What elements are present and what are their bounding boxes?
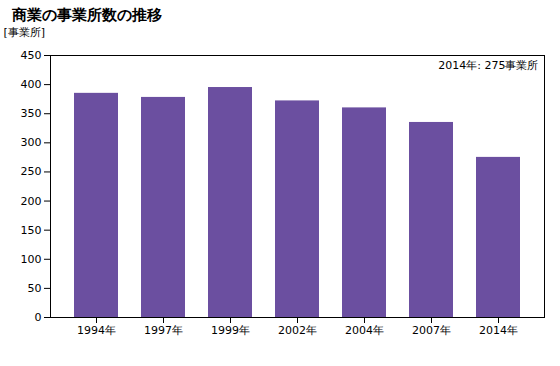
svg-text:250: 250 xyxy=(21,165,42,178)
html-text:商業の事業所数の推移: 商業の事業所数の推移 xyxy=(12,6,162,24)
svg-text:2002年: 2002年 xyxy=(278,324,317,337)
svg-text:100: 100 xyxy=(21,253,42,266)
svg-text:[事業所]: [事業所] xyxy=(4,26,46,39)
svg-text:400: 400 xyxy=(21,78,42,91)
svg-text:300: 300 xyxy=(21,136,42,149)
svg-text:2007年: 2007年 xyxy=(412,324,451,337)
svg-text:350: 350 xyxy=(21,107,42,120)
svg-text:1994年: 1994年 xyxy=(77,324,116,337)
svg-text:450: 450 xyxy=(21,49,42,62)
svg-text:1999年: 1999年 xyxy=(211,324,250,337)
svg-text:150: 150 xyxy=(21,224,42,237)
svg-text:0: 0 xyxy=(35,311,42,324)
svg-text:2014年: 2014年 xyxy=(479,324,518,337)
svg-text:1997年: 1997年 xyxy=(144,324,183,337)
svg-text:2004年: 2004年 xyxy=(345,324,384,337)
svg-text:2014年: 275事業所: 2014年: 275事業所 xyxy=(438,59,538,72)
svg-text:200: 200 xyxy=(21,195,42,208)
svg-text:50: 50 xyxy=(28,282,42,295)
